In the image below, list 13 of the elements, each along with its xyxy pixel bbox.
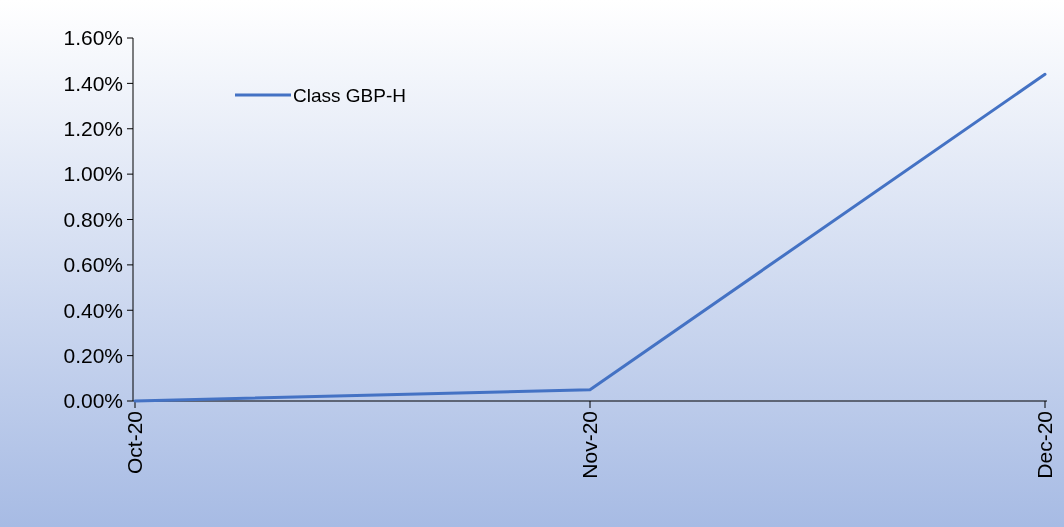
y-tick-label: 0.20% <box>63 343 123 367</box>
x-tick-label: Oct-20 <box>123 411 147 475</box>
legend-label: Class GBP-H <box>293 84 406 106</box>
y-tick-label: 0.80% <box>63 207 123 231</box>
y-tick-label: 1.00% <box>63 162 123 186</box>
y-tick-label: 1.20% <box>63 117 123 141</box>
y-tick-label: 1.40% <box>63 71 123 95</box>
y-tick-label: 1.60% <box>63 26 123 50</box>
x-tick-label: Nov-20 <box>578 411 602 479</box>
y-tick-label: 0.00% <box>63 389 123 413</box>
x-tick-label: Dec-20 <box>1033 411 1057 479</box>
y-tick-label: 0.40% <box>63 298 123 322</box>
y-tick-label: 0.60% <box>63 253 123 277</box>
